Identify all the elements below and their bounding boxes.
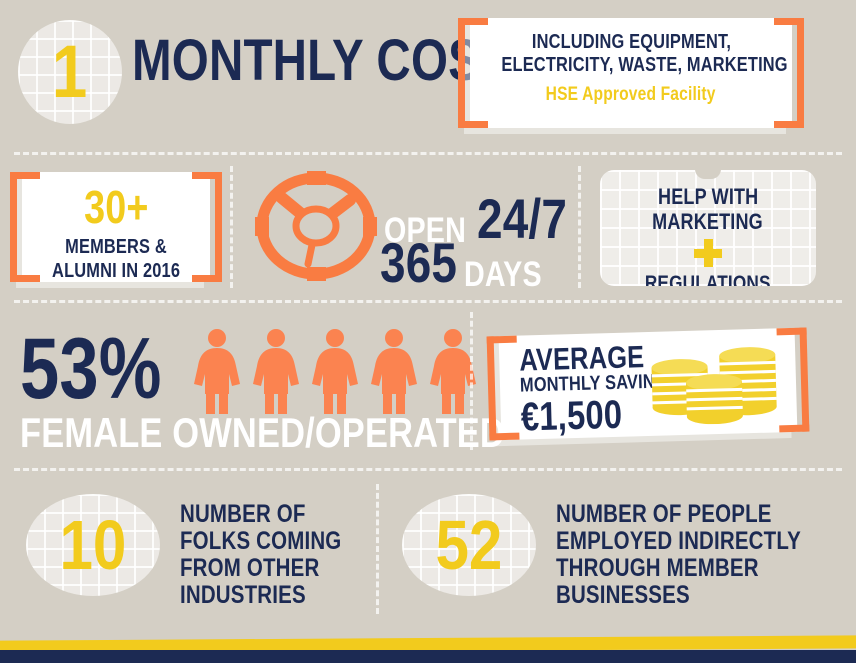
bracket-right-icon	[776, 327, 810, 433]
header-card-line3: HSE Approved Facility	[546, 84, 716, 106]
open-row-bottom: 365 DAYS	[380, 230, 559, 295]
stat-badge-52: 52	[402, 494, 536, 596]
divider-row3-row4	[14, 468, 842, 471]
divider-row2-row3	[14, 300, 842, 303]
open-label: OPEN	[384, 211, 466, 250]
bracket-right-icon	[774, 18, 804, 128]
open-hours: 24/7	[477, 187, 568, 250]
footer-navy-bar	[0, 650, 856, 663]
divider-open-help	[578, 166, 581, 288]
plus-wrap	[600, 239, 816, 267]
help-box-notch	[695, 170, 721, 179]
members-number: 30+	[83, 181, 149, 233]
divider-female-savings	[470, 312, 473, 450]
female-figure-icon	[312, 329, 358, 414]
members-number-wrap: 30+	[22, 180, 210, 234]
members-card-surface	[22, 172, 210, 282]
vault-wheel-icon	[255, 171, 377, 281]
help-with-box: HELP WITH MARKETING REGULATIONS	[600, 170, 816, 286]
stat-number-52: 52	[435, 506, 503, 584]
female-figure-icon	[371, 329, 417, 414]
stat-badge-10: 10	[26, 494, 160, 596]
members-card: 30+ MEMBERS & ALUMNI IN 2016	[10, 172, 222, 282]
header-info-card: INCLUDING EQUIPMENT, ELECTRICITY, WASTE,…	[458, 18, 804, 128]
page-title: MONTHLY COST	[132, 28, 510, 93]
open-days-label: DAYS	[464, 255, 542, 294]
header-card-line1: INCLUDING EQUIPMENT,	[531, 31, 731, 53]
stat-52-line3: THROUGH MEMBER	[556, 554, 759, 582]
savings-amount: €1,500	[520, 392, 623, 440]
coin-stack-icon	[651, 347, 777, 425]
bracket-left-icon	[458, 18, 488, 128]
divider-members-open	[230, 166, 233, 288]
stat-10-line2: FOLKS COMING	[180, 527, 342, 555]
female-figure-icon	[430, 329, 476, 414]
stat-52-line1: NUMBER OF PEOPLE	[556, 500, 772, 528]
header-info-card-surface	[470, 18, 792, 128]
stat-10-line3: FROM OTHER	[180, 554, 320, 582]
stat-number-10: 10	[59, 506, 127, 584]
header-card-line2: ELECTRICITY, WASTE, MARKETING	[501, 54, 788, 77]
female-figure-icon	[253, 329, 299, 414]
female-percent: 53%	[20, 321, 162, 417]
stat-10-line4: INDUSTRIES	[180, 581, 306, 609]
female-figure-icon	[194, 329, 240, 414]
header-number-badge: 1	[18, 20, 122, 124]
savings-card: AVERAGE MONTHLY SAVINGS €1,500	[486, 327, 810, 441]
header-badge-number: 1	[52, 30, 88, 113]
open-hours-block: OPEN 24/7 365 DAYS	[380, 174, 587, 294]
help-line1-wrap: HELP WITH	[657, 184, 759, 209]
help-line2-wrap: MARKETING	[652, 209, 764, 234]
divider-stat10-stat52	[376, 484, 379, 614]
bracket-left-icon	[10, 172, 40, 282]
stat-52-line2: EMPLOYED INDIRECTLY	[556, 527, 801, 555]
bracket-left-icon	[486, 335, 520, 441]
bracket-right-icon	[192, 172, 222, 282]
divider-row1-row2	[14, 152, 842, 155]
members-line1-wrap: MEMBERS &	[65, 236, 167, 258]
open-days-number: 365	[380, 231, 458, 294]
plus-icon	[694, 239, 722, 267]
members-line2-wrap: ALUMNI IN 2016	[51, 260, 181, 282]
stat-10-line1: NUMBER OF	[180, 500, 306, 528]
female-caption: FEMALE OWNED/OPERATED	[20, 409, 505, 456]
stat-52-line4: BUSINESSES	[556, 581, 690, 609]
help-line3-wrap: REGULATIONS	[645, 272, 771, 286]
open-row-top: OPEN 24/7	[384, 186, 587, 251]
